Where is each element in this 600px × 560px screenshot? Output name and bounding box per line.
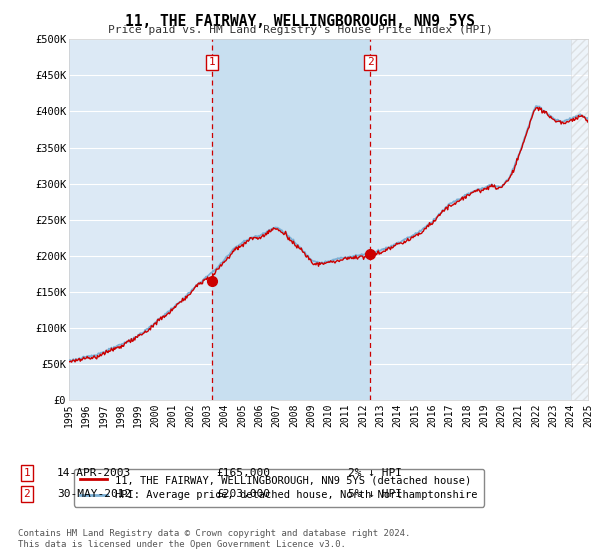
Legend: 11, THE FAIRWAY, WELLINGBOROUGH, NN9 5YS (detached house), HPI: Average price, d: 11, THE FAIRWAY, WELLINGBOROUGH, NN9 5YS… [74, 469, 484, 507]
Text: 2: 2 [23, 489, 31, 499]
Text: 5% ↓ HPI: 5% ↓ HPI [348, 489, 402, 499]
Text: 14-APR-2003: 14-APR-2003 [57, 468, 131, 478]
Text: 2: 2 [367, 57, 374, 67]
Text: 1: 1 [23, 468, 31, 478]
Text: £165,000: £165,000 [216, 468, 270, 478]
Text: Contains HM Land Registry data © Crown copyright and database right 2024.
This d: Contains HM Land Registry data © Crown c… [18, 529, 410, 549]
Text: £203,000: £203,000 [216, 489, 270, 499]
Bar [571, 39, 588, 400]
Text: Price paid vs. HM Land Registry's House Price Index (HPI): Price paid vs. HM Land Registry's House … [107, 25, 493, 35]
Text: 11, THE FAIRWAY, WELLINGBOROUGH, NN9 5YS: 11, THE FAIRWAY, WELLINGBOROUGH, NN9 5YS [125, 14, 475, 29]
Text: 2% ↓ HPI: 2% ↓ HPI [348, 468, 402, 478]
Text: 1: 1 [209, 57, 215, 67]
Text: 30-MAY-2012: 30-MAY-2012 [57, 489, 131, 499]
Bar [212, 39, 370, 400]
